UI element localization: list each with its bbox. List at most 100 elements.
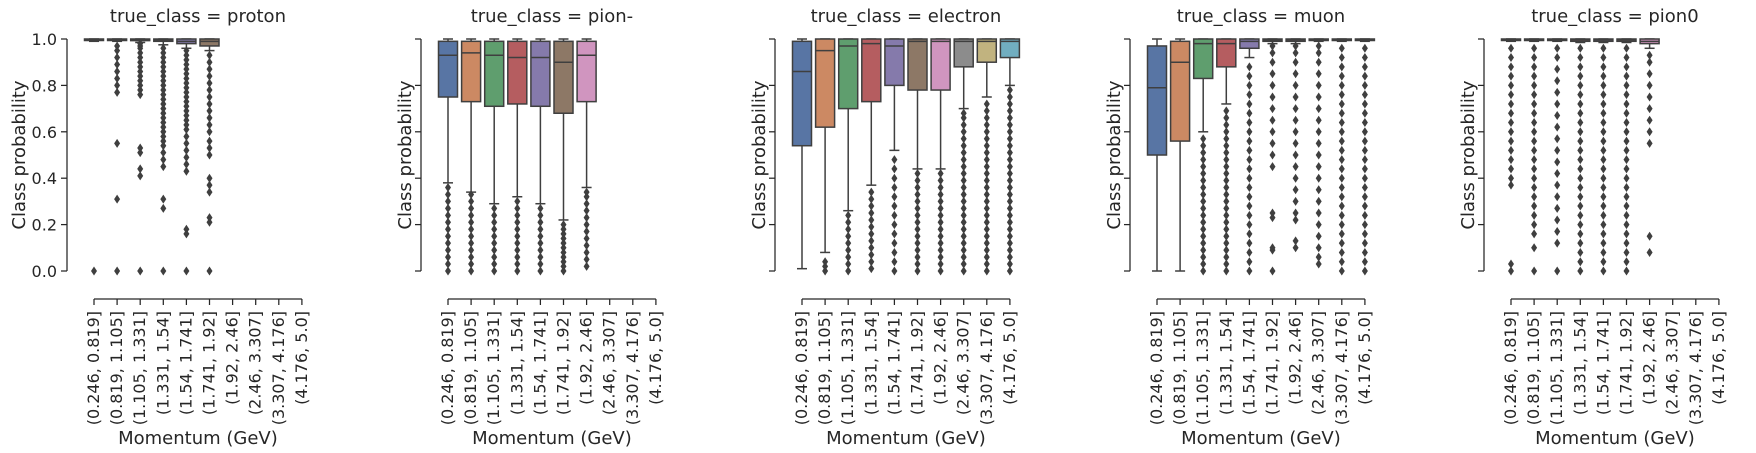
- outlier-point: [1292, 104, 1299, 114]
- outlier-point: [1292, 92, 1299, 102]
- outlier-point: [160, 203, 167, 213]
- outlier-point: [1531, 108, 1538, 118]
- outlier-point: [183, 124, 190, 134]
- outlier-point: [445, 252, 451, 262]
- outlier-point: [914, 259, 921, 269]
- box-plot: [483, 38, 505, 276]
- outlier-point: [937, 210, 944, 220]
- outlier-point: [960, 120, 967, 130]
- outlier-point: [137, 66, 144, 76]
- outlier-point: [960, 259, 967, 269]
- outlier-point: [1623, 127, 1630, 137]
- outlier-point: [891, 257, 898, 267]
- outlier-point: [1623, 62, 1630, 72]
- outlier-point: [183, 78, 190, 88]
- outlier-point: [1246, 145, 1253, 155]
- outlier-point: [1006, 189, 1013, 199]
- box-plot: [1639, 38, 1660, 257]
- outlier-point: [1269, 80, 1276, 90]
- outlier-point: [1623, 108, 1630, 118]
- iqr-box: [861, 38, 882, 103]
- outlier-point: [1246, 173, 1253, 183]
- outlier-point: [468, 245, 475, 255]
- outlier-point: [183, 97, 190, 107]
- box-plot: [1523, 38, 1545, 276]
- box-plot: [1500, 38, 1522, 276]
- outlier-point: [445, 189, 451, 199]
- outlier-point: [114, 266, 121, 276]
- outlier-point: [1554, 99, 1561, 109]
- outlier-point: [1223, 106, 1230, 116]
- outlier-point: [1361, 201, 1368, 211]
- outlier-point: [537, 203, 544, 213]
- outlier-point: [491, 203, 498, 213]
- outlier-point: [1361, 90, 1368, 100]
- outlier-point: [114, 80, 121, 90]
- outlier-point: [1361, 108, 1368, 118]
- outlier-point: [206, 150, 213, 160]
- outlier-point: [1623, 201, 1630, 211]
- outlier-point: [1361, 127, 1368, 137]
- outlier-point: [1646, 57, 1653, 67]
- outlier-point: [1269, 92, 1276, 102]
- outlier-point: [1223, 127, 1230, 137]
- outlier-point: [1338, 266, 1345, 276]
- outlier-point: [206, 143, 213, 153]
- outlier-point: [1623, 210, 1630, 220]
- outlier-point: [1223, 266, 1230, 276]
- panel-2: true_class = pion- Class probability (0.24…: [395, 6, 665, 449]
- outlier-point: [1577, 192, 1584, 202]
- outlier-point: [1292, 208, 1299, 218]
- outlier-point: [1338, 229, 1345, 239]
- box-plot: [576, 38, 597, 271]
- outlier-point: [1554, 76, 1561, 86]
- outlier-point: [1006, 169, 1013, 179]
- iqr-box: [1239, 38, 1260, 50]
- outlier-point: [1292, 196, 1299, 206]
- box-plot: [199, 38, 220, 276]
- x-tick-label: (0.819, 1.105]: [461, 311, 480, 425]
- panel-3: true_class = electron Class probability (0…: [749, 6, 1021, 449]
- outlier-point: [1246, 182, 1253, 192]
- outlier-point: [1223, 169, 1230, 179]
- outlier-point: [1246, 238, 1253, 248]
- outlier-point: [1361, 229, 1368, 239]
- outlier-point: [845, 238, 852, 248]
- outlier-point: [822, 266, 829, 276]
- outlier-point: [1554, 169, 1561, 179]
- outlier-point: [160, 71, 167, 81]
- outlier-point: [1006, 231, 1013, 241]
- outlier-point: [1338, 127, 1345, 137]
- panel-title: true_class = pion-: [471, 6, 634, 27]
- outlier-point: [183, 229, 190, 239]
- outlier-point: [1577, 155, 1584, 165]
- x-tick-label: (2.46, 3.307]: [600, 311, 619, 415]
- outlier-point: [206, 266, 213, 276]
- outlier-point: [1623, 182, 1630, 192]
- outlier-point: [1600, 164, 1607, 174]
- outlier-point: [1508, 80, 1514, 90]
- outlier-point: [1600, 71, 1607, 81]
- outlier-point: [206, 120, 213, 130]
- x-tick-label: (3.307, 4.176]: [623, 311, 642, 425]
- x-tick-label: (3.307, 4.176]: [1686, 311, 1705, 425]
- outlier-point: [891, 182, 898, 192]
- outlier-point: [1646, 138, 1653, 148]
- outlier-point: [137, 85, 144, 95]
- outlier-point: [160, 62, 167, 72]
- outlier-point: [183, 266, 190, 276]
- outlier-point: [183, 50, 190, 60]
- outlier-point: [137, 57, 144, 67]
- outlier-point: [1361, 145, 1368, 155]
- outlier-point: [1577, 173, 1584, 183]
- x-axis-label: Momentum (GeV): [1181, 428, 1341, 449]
- outlier-point: [1508, 164, 1514, 174]
- outlier-point: [983, 127, 990, 137]
- x-tick-label: (1.741, 1.92]: [1617, 311, 1636, 415]
- outlier-point: [1531, 80, 1538, 90]
- outlier-point: [445, 224, 451, 234]
- outlier-point: [537, 259, 544, 269]
- outlier-point: [1646, 69, 1653, 79]
- outlier-point: [491, 238, 498, 248]
- outlier-point: [1006, 196, 1013, 206]
